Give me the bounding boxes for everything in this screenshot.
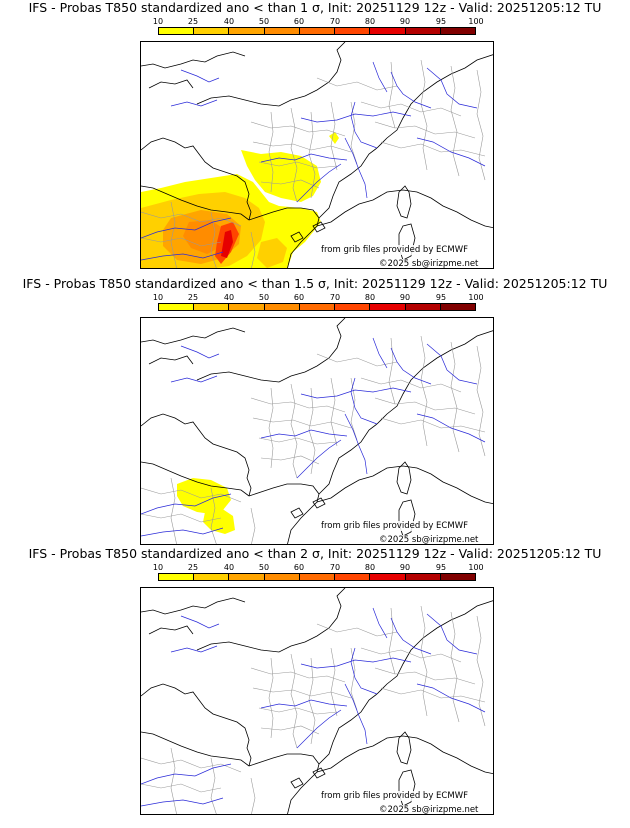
colorbar-swatch — [194, 574, 230, 580]
copyright-text: ©2025 sb@irizpme.net — [379, 805, 479, 815]
map-canvas: from grib files provided by ECMWF ©2025 … — [140, 41, 494, 269]
tick-label: 60 — [293, 17, 305, 26]
tick-label: 100 — [468, 563, 484, 572]
tick-label: 60 — [293, 563, 305, 572]
colorbar-swatch — [440, 574, 475, 580]
tick-label: 90 — [399, 563, 411, 572]
data-source-credit: from grib files provided by ECMWF — [321, 521, 468, 531]
colorbar-tick-labels: 10 25 40 50 60 70 80 90 95 100 — [153, 293, 484, 303]
map-panel-3: IFS - Probas T850 standardized ano < tha… — [0, 546, 630, 816]
colorbar-swatch — [229, 28, 265, 34]
tick-label: 90 — [399, 293, 411, 302]
tick-label: 70 — [329, 293, 341, 302]
colorbar-swatch — [440, 28, 475, 34]
probability-map — [141, 318, 493, 544]
tick-label: 10 — [152, 293, 164, 302]
colorbar-swatch — [299, 574, 336, 580]
tick-label: 25 — [187, 293, 199, 302]
tick-label: 40 — [223, 17, 235, 26]
tick-label: 90 — [399, 17, 411, 26]
colorbar-tick-labels: 10 25 40 50 60 70 80 90 95 100 — [153, 563, 484, 573]
colorbar-swatch — [405, 574, 441, 580]
colorbar-swatch — [159, 574, 195, 580]
tick-label: 25 — [187, 17, 199, 26]
tick-label: 50 — [258, 563, 270, 572]
colorbar-swatch — [159, 28, 195, 34]
tick-label: 10 — [152, 17, 164, 26]
colorbar-swatch — [229, 574, 265, 580]
tick-label: 95 — [435, 293, 447, 302]
colorbar-swatch — [229, 304, 265, 310]
map-canvas: from grib files provided by ECMWF ©2025 … — [140, 587, 494, 815]
colorbar-swatch — [335, 304, 371, 310]
tick-label: 40 — [223, 563, 235, 572]
copyright-text: ©2025 sb@irizpme.net — [379, 259, 479, 269]
tick-label: 60 — [293, 293, 305, 302]
tick-label: 10 — [152, 563, 164, 572]
colorbar-swatch — [194, 28, 230, 34]
probability-map — [141, 588, 493, 814]
tick-label: 100 — [468, 293, 484, 302]
probability-map — [141, 42, 493, 268]
colorbar-swatch — [194, 304, 230, 310]
tick-label: 70 — [329, 563, 341, 572]
copyright-text: ©2025 sb@irizpme.net — [379, 535, 479, 545]
colorbar-swatch — [335, 28, 371, 34]
data-source-credit: from grib files provided by ECMWF — [321, 791, 468, 801]
panel-title: IFS - Probas T850 standardized ano < tha… — [28, 0, 602, 15]
tick-label: 40 — [223, 293, 235, 302]
colorbar-swatch — [440, 304, 475, 310]
colorbar-swatch — [405, 28, 441, 34]
map-panel-2: IFS - Probas T850 standardized ano < tha… — [0, 276, 630, 546]
map-canvas: from grib files provided by ECMWF ©2025 … — [140, 317, 494, 545]
tick-label: 80 — [364, 563, 376, 572]
colorbar-swatch — [264, 574, 300, 580]
colorbar-swatch — [370, 304, 406, 310]
colorbar-swatch — [405, 304, 441, 310]
colorbar — [158, 573, 476, 581]
anomaly-shading-iberia — [141, 132, 339, 268]
colorbar-swatch — [370, 28, 406, 34]
panel-title: IFS - Probas T850 standardized ano < tha… — [28, 546, 602, 561]
tick-label: 80 — [364, 293, 376, 302]
anomaly-shading-spain — [177, 478, 235, 534]
tick-label: 25 — [187, 563, 199, 572]
colorbar-swatch — [159, 304, 195, 310]
tick-label: 50 — [258, 293, 270, 302]
tick-label: 100 — [468, 17, 484, 26]
map-panel-1: IFS - Probas T850 standardized ano < tha… — [0, 0, 630, 270]
panel-title: IFS - Probas T850 standardized ano < tha… — [22, 276, 608, 291]
tick-label: 95 — [435, 563, 447, 572]
colorbar — [158, 27, 476, 35]
tick-label: 80 — [364, 17, 376, 26]
colorbar-tick-labels: 10 25 40 50 60 70 80 90 95 100 — [153, 17, 484, 27]
colorbar-swatch — [370, 574, 406, 580]
colorbar-swatch — [299, 304, 336, 310]
colorbar-swatch — [264, 304, 300, 310]
colorbar — [158, 303, 476, 311]
tick-label: 70 — [329, 17, 341, 26]
data-source-credit: from grib files provided by ECMWF — [321, 245, 468, 255]
colorbar-swatch — [264, 28, 300, 34]
colorbar-swatch — [335, 574, 371, 580]
tick-label: 50 — [258, 17, 270, 26]
colorbar-swatch — [299, 28, 336, 34]
tick-label: 95 — [435, 17, 447, 26]
